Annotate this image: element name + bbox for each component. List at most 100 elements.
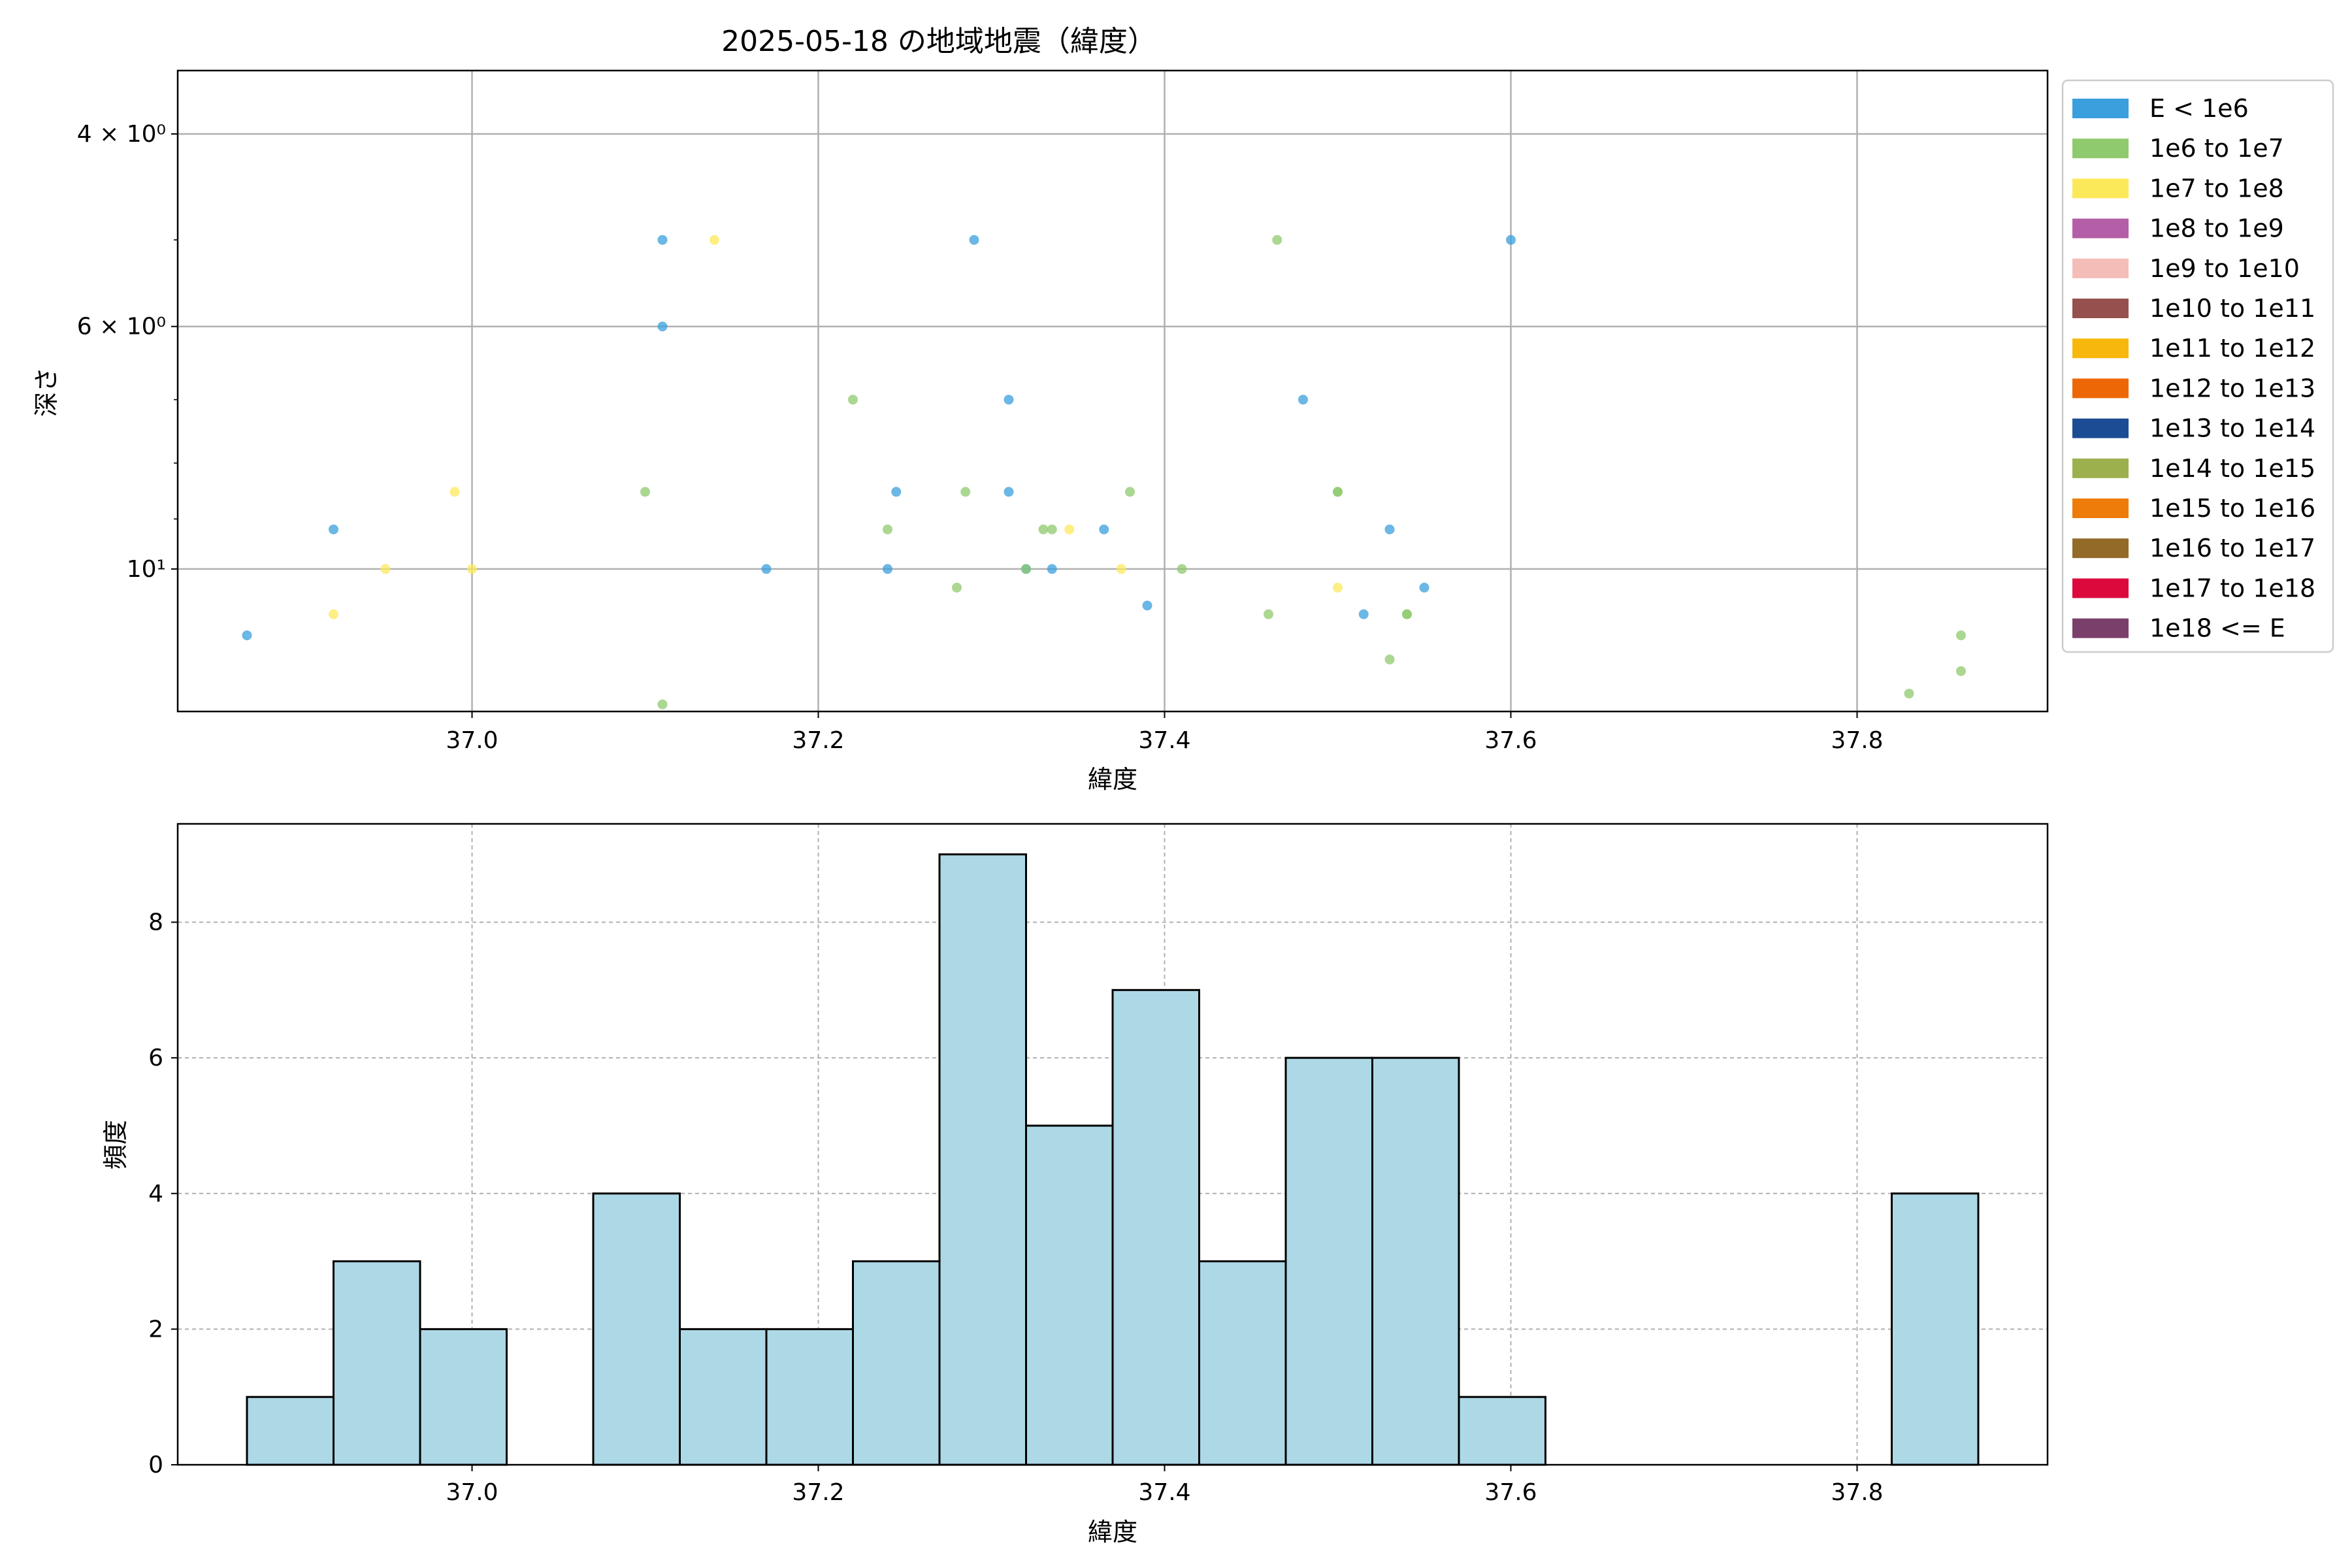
histogram-x-tick-labels: 37.0 37.2 37.4 37.6 37.8 (446, 1479, 1883, 1506)
histogram-bar (679, 1328, 768, 1466)
histogram-bar (938, 853, 1027, 1466)
scatter-point (969, 235, 979, 245)
histogram-panel: 37.0 37.2 37.4 37.6 37.8 0 2 4 6 8 緯度 頻度 (101, 823, 2049, 1546)
histogram-bar (1111, 988, 1200, 1466)
legend-items: E < 1e6 1e6 to 1e7 1e7 to 1e8 1e8 to 1e9 1e9… (2072, 94, 2315, 643)
scatter-y-tick-label: 6 × 10⁰ (77, 314, 166, 340)
scatter-y-tick-label: 4 × 10⁰ (77, 121, 166, 148)
histogram-bar (1198, 1260, 1287, 1466)
scatter-x-axis-label: 緯度 (1088, 765, 1137, 794)
histogram-y-tick-label: 4 (148, 1181, 163, 1207)
scatter-point (1956, 666, 1966, 676)
scatter-y-axis-label: 深さ (32, 367, 61, 417)
scatter-point (449, 487, 460, 497)
scatter-point (640, 487, 650, 497)
scatter-point (329, 609, 338, 619)
legend-label: 1e7 to 1e8 (2149, 174, 2284, 203)
scatter-point (952, 582, 962, 593)
scatter-point (467, 564, 477, 574)
scatter-point (1099, 524, 1109, 534)
histogram-y-tick-label: 6 (148, 1045, 163, 1071)
scatter-point (1047, 524, 1057, 534)
scatter-point (883, 564, 892, 574)
scatter-point (1506, 235, 1516, 245)
histogram-bars (246, 853, 1980, 1466)
scatter-x-tick-label: 37.4 (1138, 727, 1190, 754)
legend-swatch (2072, 218, 2129, 238)
histogram-x-tick-label: 37.6 (1484, 1479, 1537, 1506)
legend-swatch (2072, 498, 2129, 518)
scatter-point (1116, 564, 1126, 574)
scatter-point (1125, 487, 1135, 497)
legend-label: 1e11 to 1e12 (2149, 334, 2315, 363)
scatter-point (1402, 609, 1412, 619)
scatter-point (657, 699, 668, 710)
scatter-x-tick-label: 37.8 (1831, 727, 1883, 754)
legend-label: 1e14 to 1e15 (2149, 454, 2315, 483)
scatter-x-tick-label: 37.6 (1484, 727, 1537, 754)
legend-swatch (2072, 338, 2129, 359)
scatter-point (1384, 524, 1395, 534)
histogram-y-tick-label: 8 (148, 909, 163, 936)
scatter-point (1956, 630, 1966, 640)
scatter-panel: 37.0 37.2 37.4 37.6 37.8 4 × 10⁰ 6 × 10⁰ 10¹ 緯… (32, 69, 2049, 794)
scatter-point (761, 564, 772, 574)
legend-label: 1e8 to 1e9 (2149, 214, 2284, 243)
legend-label: 1e18 <= E (2149, 614, 2285, 643)
legend-swatch (2072, 139, 2129, 159)
histogram-y-tick-label: 0 (148, 1452, 163, 1478)
scatter-point (1038, 524, 1049, 534)
histogram-bar (1371, 1056, 1460, 1466)
histogram-bar (1284, 1056, 1373, 1466)
legend-label: 1e9 to 1e10 (2149, 254, 2300, 283)
scatter-point (1298, 395, 1308, 405)
scatter-point (1384, 654, 1395, 664)
histogram-x-tick-label: 37.0 (446, 1479, 498, 1506)
scatter-points (242, 235, 1966, 710)
scatter-point (1021, 564, 1031, 574)
histogram-bar (592, 1192, 681, 1466)
legend-swatch (2072, 258, 2129, 278)
scatter-point (1419, 582, 1429, 593)
scatter-legend: E < 1e6 1e6 to 1e7 1e7 to 1e8 1e8 to 1e9 1e9… (2061, 79, 2334, 653)
histogram-bar (1891, 1192, 1980, 1466)
scatter-point (242, 630, 252, 640)
legend-label: E < 1e6 (2149, 94, 2249, 123)
scatter-point (1004, 487, 1014, 497)
scatter-point (657, 235, 668, 245)
scatter-point (1333, 582, 1343, 593)
legend-frame (2061, 79, 2334, 653)
histogram-y-tick-label: 2 (148, 1316, 163, 1343)
histogram-bar (765, 1328, 854, 1466)
scatter-point (1904, 689, 1914, 699)
scatter-gridlines (171, 71, 2048, 718)
legend-label: 1e15 to 1e16 (2149, 494, 2315, 523)
histogram-x-tick-label: 37.4 (1138, 1479, 1190, 1506)
figure-title: 2025-05-18 の地域地震（緯度） (721, 25, 1156, 58)
legend-label: 1e12 to 1e13 (2149, 374, 2315, 402)
legend-label: 1e10 to 1e11 (2149, 294, 2315, 323)
scatter-point (1264, 609, 1273, 619)
histogram-y-tick-labels: 0 2 4 6 8 (148, 909, 163, 1478)
histogram-x-tick-label: 37.2 (792, 1479, 844, 1506)
legend-swatch (2072, 578, 2129, 598)
histogram-x-axis-label: 緯度 (1088, 1518, 1137, 1546)
scatter-point (1142, 600, 1152, 611)
scatter-point (1064, 524, 1075, 534)
legend-swatch (2072, 538, 2129, 559)
legend-label: 1e16 to 1e17 (2149, 534, 2315, 563)
histogram-bar (246, 1396, 335, 1466)
legend-swatch (2072, 299, 2129, 318)
scatter-point (1358, 609, 1369, 619)
histogram-plot-frame (176, 823, 2049, 1466)
legend-swatch (2072, 99, 2129, 118)
legend-label: 1e6 to 1e7 (2149, 134, 2284, 163)
scatter-point (657, 321, 668, 332)
scatter-point (1333, 487, 1343, 497)
histogram-bar (419, 1328, 508, 1466)
histogram-y-axis-label: 頻度 (101, 1120, 130, 1169)
scatter-point (891, 487, 902, 497)
scatter-point (848, 395, 858, 405)
scatter-y-tick-label: 10¹ (127, 556, 166, 583)
legend-swatch (2072, 458, 2129, 478)
